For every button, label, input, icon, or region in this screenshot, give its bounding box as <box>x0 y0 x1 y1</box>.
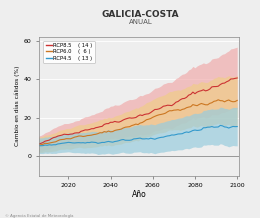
X-axis label: Año: Año <box>132 190 146 199</box>
Text: © Agencia Estatal de Meteorología: © Agencia Estatal de Meteorología <box>5 214 74 218</box>
Text: GALICIA-COSTA: GALICIA-COSTA <box>102 10 179 19</box>
Y-axis label: Cambio en días cálidos (%): Cambio en días cálidos (%) <box>15 66 21 146</box>
Text: ANUAL: ANUAL <box>128 19 152 25</box>
Legend: RCP8.5    ( 14 ), RCP6.0    (  6 ), RCP4.5    ( 13 ): RCP8.5 ( 14 ), RCP6.0 ( 6 ), RCP4.5 ( 13… <box>43 41 95 63</box>
